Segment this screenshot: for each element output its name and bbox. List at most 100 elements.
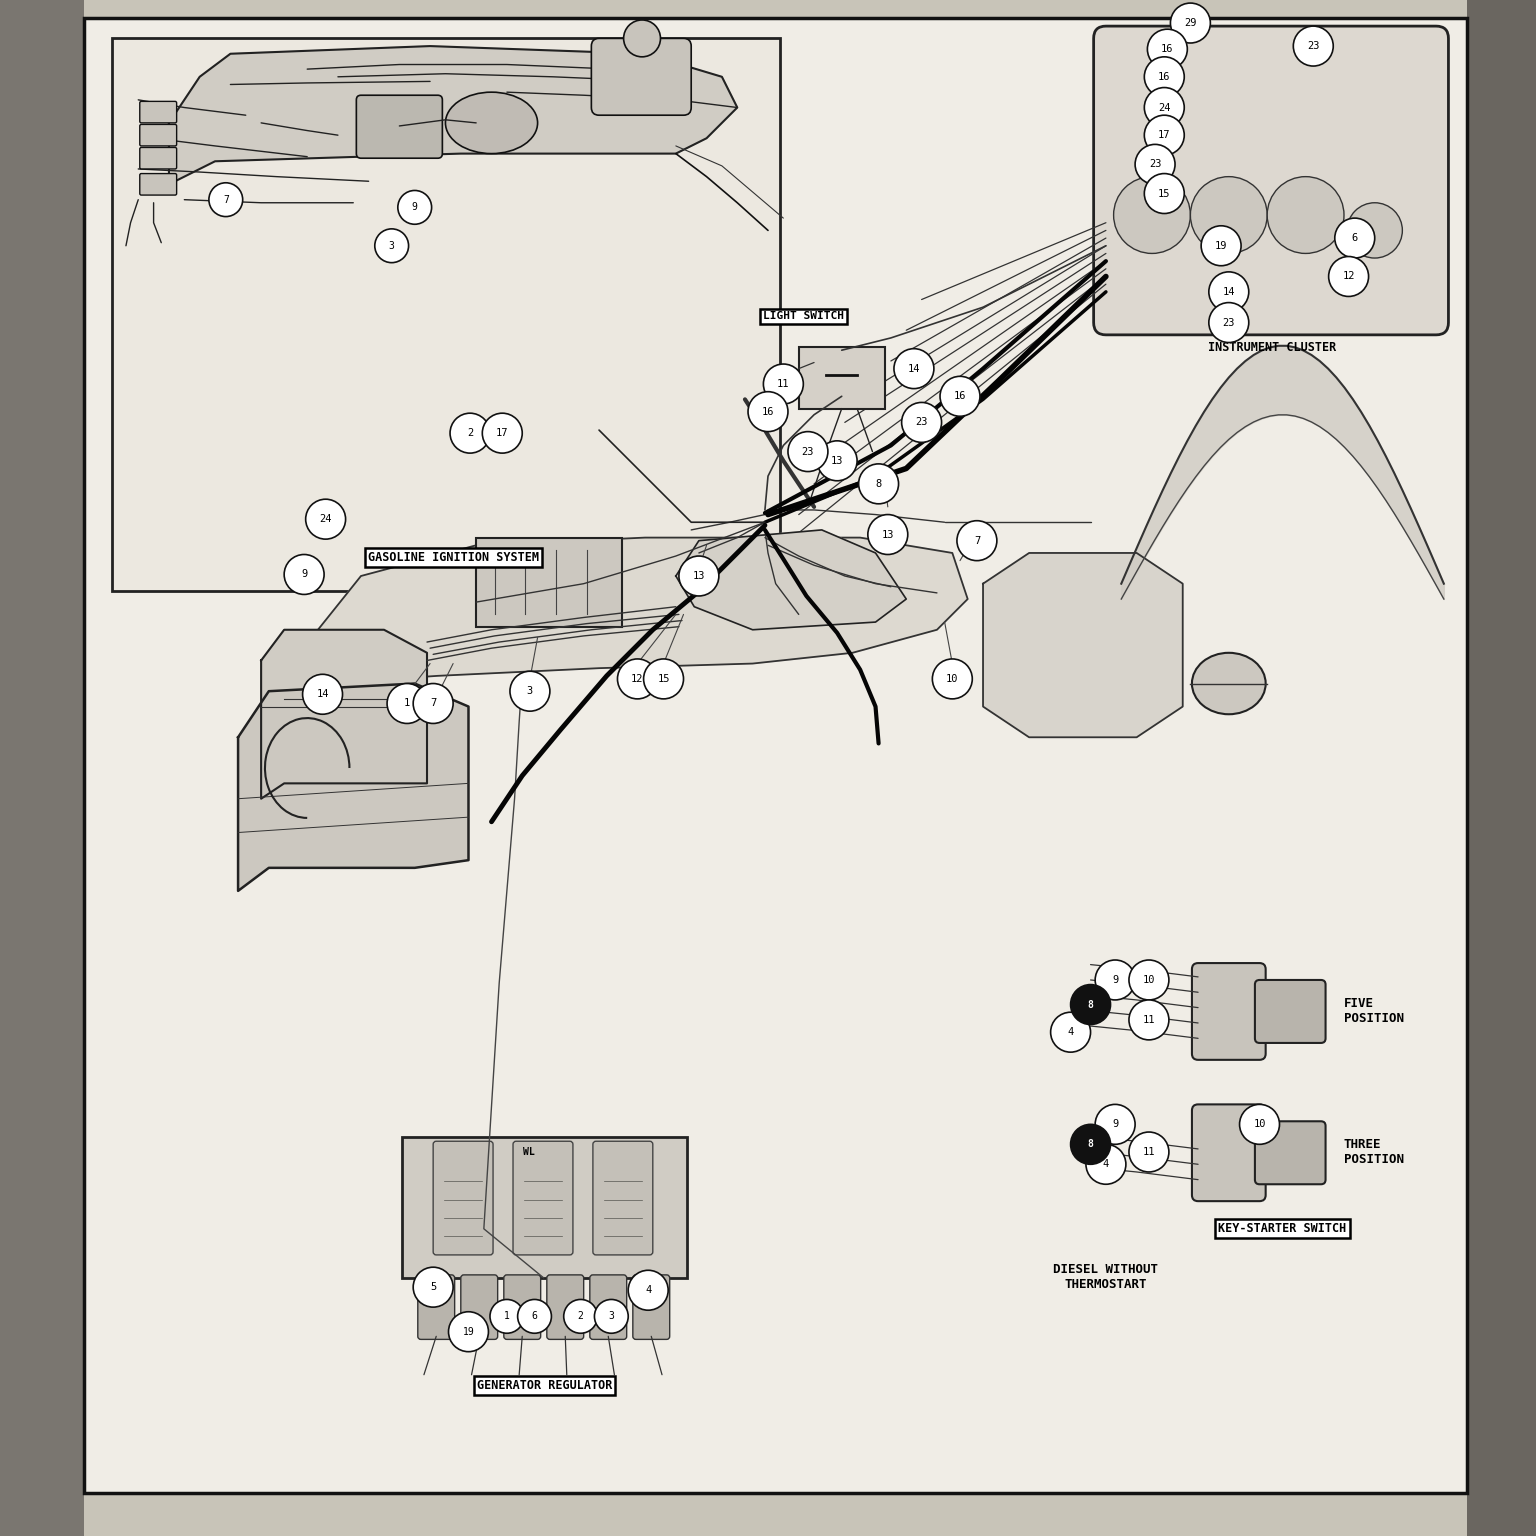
- Text: 14: 14: [1223, 287, 1235, 296]
- FancyBboxPatch shape: [504, 1275, 541, 1339]
- Text: 23: 23: [802, 447, 814, 456]
- Circle shape: [510, 671, 550, 711]
- Polygon shape: [169, 46, 737, 184]
- Circle shape: [1071, 985, 1111, 1025]
- Circle shape: [679, 556, 719, 596]
- FancyBboxPatch shape: [593, 1141, 653, 1255]
- FancyBboxPatch shape: [799, 347, 885, 409]
- Text: 19: 19: [1215, 241, 1227, 250]
- Text: 17: 17: [496, 429, 508, 438]
- FancyBboxPatch shape: [1467, 0, 1536, 1536]
- Circle shape: [1293, 26, 1333, 66]
- Text: 29: 29: [1184, 18, 1197, 28]
- Circle shape: [1209, 272, 1249, 312]
- Circle shape: [306, 499, 346, 539]
- Circle shape: [1129, 960, 1169, 1000]
- Text: INSTRUMENT CLUSTER: INSTRUMENT CLUSTER: [1207, 341, 1336, 353]
- Circle shape: [375, 229, 409, 263]
- Circle shape: [1071, 1124, 1111, 1164]
- Polygon shape: [676, 530, 906, 630]
- Circle shape: [957, 521, 997, 561]
- Text: 23: 23: [915, 418, 928, 427]
- Circle shape: [817, 441, 857, 481]
- Circle shape: [1240, 1104, 1279, 1144]
- Circle shape: [209, 183, 243, 217]
- Text: 13: 13: [693, 571, 705, 581]
- Text: 7: 7: [430, 699, 436, 708]
- Text: 1: 1: [504, 1312, 510, 1321]
- FancyBboxPatch shape: [590, 1275, 627, 1339]
- Text: 8: 8: [1087, 1140, 1094, 1149]
- Circle shape: [1114, 177, 1190, 253]
- Ellipse shape: [445, 92, 538, 154]
- Circle shape: [902, 402, 942, 442]
- FancyBboxPatch shape: [356, 95, 442, 158]
- FancyBboxPatch shape: [461, 1275, 498, 1339]
- Circle shape: [564, 1299, 598, 1333]
- Text: THREE
POSITION: THREE POSITION: [1344, 1138, 1404, 1166]
- Text: 23: 23: [1223, 318, 1235, 327]
- Polygon shape: [261, 630, 427, 799]
- Text: 16: 16: [762, 407, 774, 416]
- Text: 17: 17: [1158, 131, 1170, 140]
- Text: 7: 7: [974, 536, 980, 545]
- FancyBboxPatch shape: [402, 1137, 687, 1278]
- Text: 4: 4: [1103, 1160, 1109, 1169]
- Ellipse shape: [1192, 653, 1266, 714]
- Text: 9: 9: [301, 570, 307, 579]
- Text: 8: 8: [1087, 1000, 1094, 1009]
- Text: 13: 13: [831, 456, 843, 465]
- FancyBboxPatch shape: [140, 174, 177, 195]
- FancyBboxPatch shape: [140, 124, 177, 146]
- Circle shape: [1147, 29, 1187, 69]
- Circle shape: [932, 659, 972, 699]
- Polygon shape: [300, 538, 968, 684]
- Circle shape: [450, 413, 490, 453]
- Text: 23: 23: [1149, 160, 1161, 169]
- Circle shape: [628, 1270, 668, 1310]
- Text: 1: 1: [404, 699, 410, 708]
- Text: 24: 24: [319, 515, 332, 524]
- Text: 13: 13: [882, 530, 894, 539]
- FancyBboxPatch shape: [1192, 1104, 1266, 1201]
- FancyBboxPatch shape: [633, 1275, 670, 1339]
- Polygon shape: [238, 684, 468, 891]
- Text: 9: 9: [1112, 975, 1118, 985]
- Circle shape: [1335, 218, 1375, 258]
- Text: 11: 11: [1143, 1147, 1155, 1157]
- FancyBboxPatch shape: [547, 1275, 584, 1339]
- Circle shape: [1129, 1132, 1169, 1172]
- Text: 10: 10: [946, 674, 958, 684]
- FancyBboxPatch shape: [1255, 1121, 1326, 1184]
- Circle shape: [1347, 203, 1402, 258]
- Circle shape: [1095, 960, 1135, 1000]
- Circle shape: [1135, 144, 1175, 184]
- Circle shape: [1144, 115, 1184, 155]
- FancyBboxPatch shape: [1255, 980, 1326, 1043]
- Circle shape: [1086, 1144, 1126, 1184]
- Text: 2: 2: [467, 429, 473, 438]
- Circle shape: [1129, 1000, 1169, 1040]
- Text: 3: 3: [527, 687, 533, 696]
- Text: 10: 10: [1143, 975, 1155, 985]
- Text: 12: 12: [631, 674, 644, 684]
- Text: 3: 3: [389, 241, 395, 250]
- Circle shape: [413, 1267, 453, 1307]
- Circle shape: [788, 432, 828, 472]
- Text: 3: 3: [608, 1312, 614, 1321]
- Circle shape: [1144, 88, 1184, 127]
- Text: 6: 6: [531, 1312, 538, 1321]
- Text: 11: 11: [777, 379, 790, 389]
- Circle shape: [518, 1299, 551, 1333]
- Circle shape: [763, 364, 803, 404]
- Circle shape: [624, 20, 660, 57]
- Circle shape: [594, 1299, 628, 1333]
- Circle shape: [387, 684, 427, 723]
- FancyBboxPatch shape: [84, 18, 1467, 1493]
- Text: 15: 15: [1158, 189, 1170, 198]
- Circle shape: [303, 674, 343, 714]
- Text: DIESEL WITHOUT
THERMOSTART: DIESEL WITHOUT THERMOSTART: [1054, 1263, 1158, 1290]
- Circle shape: [859, 464, 899, 504]
- Text: 5: 5: [430, 1283, 436, 1292]
- Text: 15: 15: [657, 674, 670, 684]
